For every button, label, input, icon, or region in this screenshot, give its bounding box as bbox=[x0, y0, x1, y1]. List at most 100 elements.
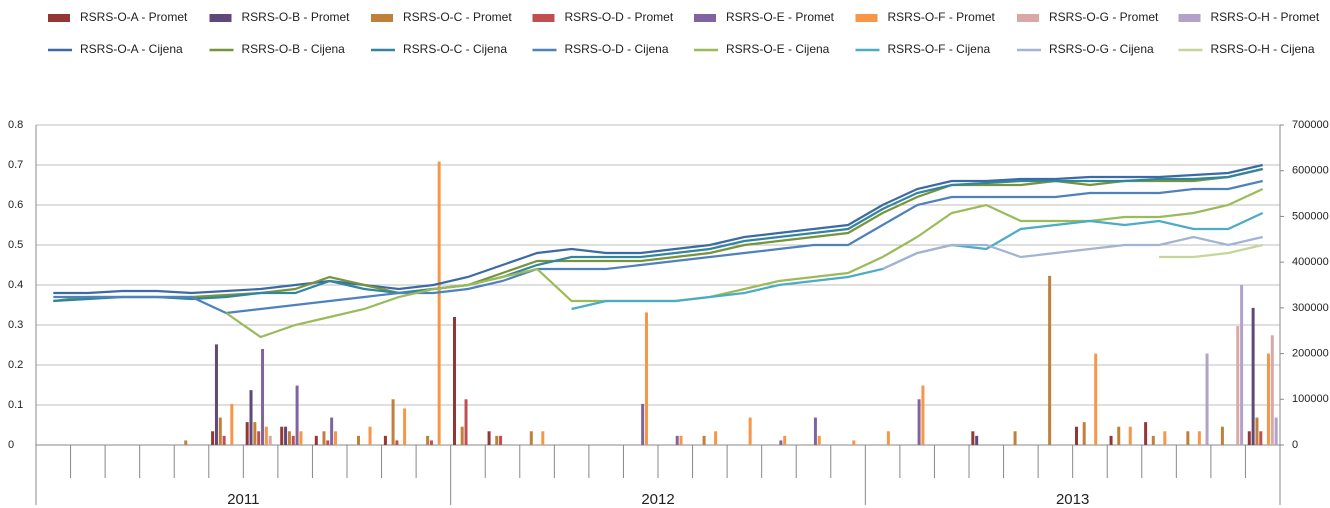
bar bbox=[675, 435, 679, 445]
bar bbox=[395, 440, 399, 445]
y2-tick-label: 0 bbox=[1292, 439, 1298, 451]
y2-tick-label: 200000 bbox=[1292, 347, 1329, 359]
legend-label: RSRS-O-G - Cijena bbox=[1049, 42, 1154, 56]
y-tick-label: 0.7 bbox=[8, 159, 23, 171]
bar bbox=[1251, 307, 1255, 445]
bar bbox=[268, 435, 272, 445]
legend-swatch bbox=[371, 14, 393, 22]
bar bbox=[1247, 431, 1251, 445]
line bbox=[53, 179, 1263, 315]
bar bbox=[779, 440, 783, 445]
bar bbox=[702, 435, 706, 445]
legend-label: RSRS-O-B - Promet bbox=[242, 10, 351, 24]
bar bbox=[1220, 426, 1224, 445]
bar bbox=[1075, 426, 1079, 445]
y2-tick-label: 500000 bbox=[1292, 210, 1329, 222]
legend-label: RSRS-O-H - Promet bbox=[1211, 10, 1320, 24]
bar bbox=[1048, 275, 1052, 445]
bar bbox=[1082, 422, 1086, 445]
bar bbox=[403, 408, 407, 445]
y2-tick-label: 300000 bbox=[1292, 302, 1329, 314]
legend-label: RSRS-O-E - Cijena bbox=[726, 42, 830, 56]
bar bbox=[214, 344, 218, 445]
bar bbox=[326, 440, 330, 445]
bar bbox=[264, 426, 268, 445]
bar bbox=[368, 426, 372, 445]
bar bbox=[644, 312, 648, 445]
legend-label: RSRS-O-D - Promet bbox=[565, 10, 674, 24]
y2-tick-label: 400000 bbox=[1292, 256, 1329, 268]
bar bbox=[886, 431, 890, 445]
bar bbox=[917, 399, 921, 445]
bar bbox=[437, 161, 441, 446]
line bbox=[53, 163, 1263, 295]
legend-swatch bbox=[209, 14, 232, 22]
x-group-label: 2012 bbox=[641, 491, 674, 508]
bar bbox=[253, 422, 257, 445]
bar bbox=[921, 385, 925, 445]
legend-swatch bbox=[694, 14, 716, 22]
legend-swatch bbox=[1178, 14, 1201, 22]
bar bbox=[1151, 435, 1155, 445]
bar bbox=[383, 435, 387, 445]
bar bbox=[1266, 353, 1270, 445]
bar bbox=[1013, 431, 1017, 445]
bar bbox=[852, 440, 856, 445]
bar bbox=[499, 435, 503, 445]
bar bbox=[211, 431, 215, 445]
bar bbox=[529, 431, 533, 445]
y-tick-label: 0.5 bbox=[8, 239, 23, 251]
bar bbox=[495, 435, 499, 445]
y-tick-label: 0.6 bbox=[8, 199, 23, 211]
legend-label: RSRS-O-E - Promet bbox=[726, 10, 835, 24]
bar bbox=[261, 349, 265, 445]
legend-swatch bbox=[855, 14, 878, 22]
y-tick-label: 0.1 bbox=[8, 399, 23, 411]
x-group-label: 2011 bbox=[227, 491, 259, 508]
bar bbox=[679, 435, 683, 445]
legend-label: RSRS-O-F - Promet bbox=[888, 10, 996, 24]
y-tick-label: 0.4 bbox=[8, 279, 23, 291]
bar bbox=[1259, 431, 1263, 445]
legend-swatch bbox=[1017, 14, 1039, 22]
bar bbox=[813, 417, 817, 445]
bar bbox=[322, 431, 326, 445]
bar bbox=[1144, 422, 1148, 445]
bar bbox=[280, 426, 284, 445]
bar bbox=[460, 426, 464, 445]
bar bbox=[641, 403, 645, 445]
legend-label: RSRS-O-D - Cijena bbox=[565, 42, 669, 56]
line bbox=[53, 167, 1263, 303]
bar bbox=[975, 435, 979, 445]
y2-tick-label: 600000 bbox=[1292, 165, 1329, 177]
legend-label: RSRS-O-C - Cijena bbox=[403, 42, 507, 56]
bar bbox=[1109, 435, 1113, 445]
bar bbox=[817, 435, 821, 445]
legend-swatch bbox=[532, 14, 555, 22]
y-tick-label: 0 bbox=[8, 439, 14, 451]
legend-label: RSRS-O-A - Cijena bbox=[80, 42, 183, 56]
line bbox=[882, 235, 1263, 270]
bar bbox=[426, 435, 430, 445]
legend-label: RSRS-O-C - Promet bbox=[403, 10, 512, 24]
bar bbox=[1197, 431, 1201, 445]
bar bbox=[748, 417, 752, 445]
bar bbox=[284, 426, 288, 445]
bar bbox=[1236, 326, 1240, 445]
y2-tick-label: 100000 bbox=[1292, 393, 1329, 405]
bar bbox=[222, 435, 226, 445]
line bbox=[1159, 243, 1263, 259]
bar bbox=[453, 317, 457, 445]
legend-label: RSRS-O-A - Promet bbox=[80, 10, 188, 24]
bar bbox=[1240, 285, 1244, 445]
bar bbox=[429, 440, 433, 445]
bar bbox=[971, 431, 975, 445]
bar bbox=[714, 431, 718, 445]
x-group-label: 2013 bbox=[1056, 491, 1089, 508]
bar bbox=[330, 417, 334, 445]
bar bbox=[464, 399, 468, 445]
bar bbox=[1274, 417, 1278, 445]
bar bbox=[299, 431, 303, 445]
bar bbox=[333, 431, 337, 445]
